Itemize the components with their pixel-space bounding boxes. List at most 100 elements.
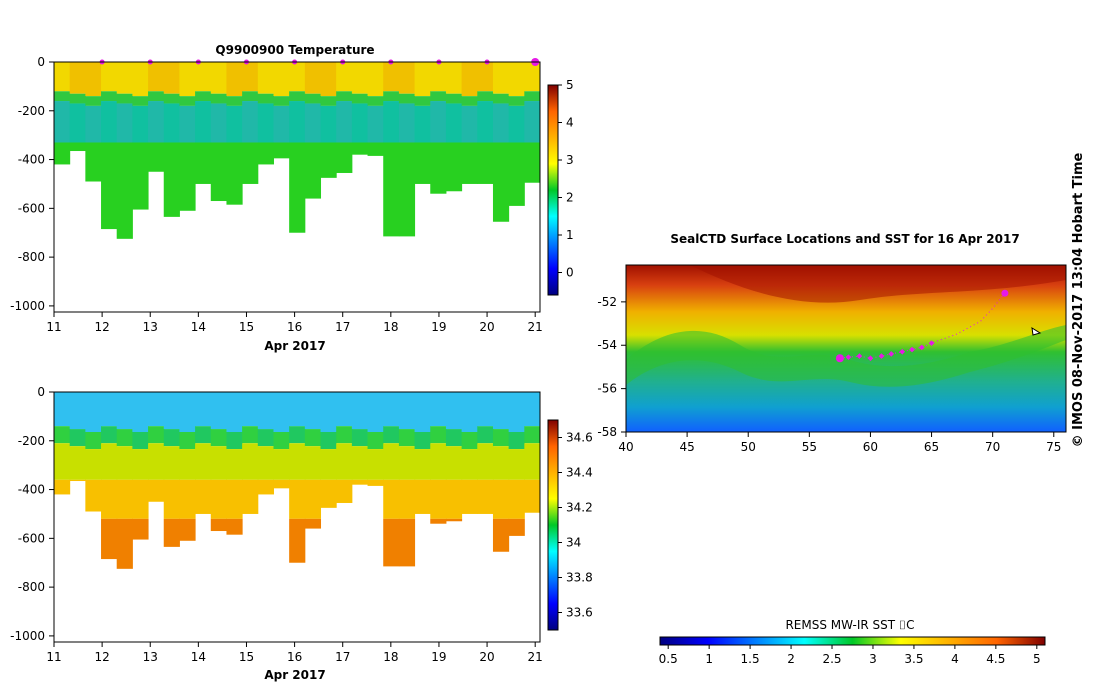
profile-cell [383,443,400,480]
profile-cell [242,91,259,102]
profile-cell [85,449,102,480]
x-tick-label: 16 [287,320,302,334]
profile-cell [69,479,86,482]
profile-cell [398,103,416,143]
profile-cell [226,105,243,143]
profile-cell [69,93,86,104]
profile-cell [116,392,133,430]
track-point [928,340,935,346]
salinity-colorbar [547,419,559,631]
profile-cell [430,142,447,194]
profile-cell [414,432,431,450]
x-tick-label: 17 [335,320,350,334]
profile-cell [195,426,212,444]
profile-cell [508,432,525,450]
profile-cell [116,429,133,447]
profile-cell [195,392,212,427]
lon-tick-label: 65 [924,440,939,454]
profile-cell [289,392,306,427]
salinity-plot-frame [53,391,541,643]
profile-cell [101,443,118,480]
profile-cell [304,429,322,447]
colorbar-tick-label: 34.4 [566,466,593,480]
x-tick-label: 13 [143,650,158,664]
profile-cell [336,479,353,503]
profile-cell [477,91,494,102]
profile-cell [398,429,416,447]
track-point [899,348,906,355]
profile-cell [336,426,353,444]
profile-cell [210,479,227,519]
profile-cell [179,96,196,106]
profile-cell [163,392,180,430]
profile-cell [257,446,274,480]
profile-cell [508,479,525,519]
x-tick-label: 12 [94,650,109,664]
profile-cell [524,392,541,427]
profile-cell [132,479,149,519]
profile-cell [195,142,212,184]
profile-cell [398,93,416,104]
profile-cell [304,446,322,480]
profile-cell [116,62,133,94]
track-point [878,353,885,359]
profile-cell [163,446,180,480]
profile-cell [383,479,400,519]
profile-cell [398,518,416,567]
profile-cell [414,392,431,432]
profile-cell [101,91,118,102]
profile-cell [101,518,118,560]
profile-cell [398,62,416,94]
profile-cell [242,62,259,92]
x-tick-label: 15 [239,320,254,334]
lat-tick-label: -58 [597,425,617,439]
profile-cell [414,62,431,97]
profile-cell [304,142,322,199]
profile-cell [226,62,243,97]
profile-cell [524,101,541,143]
profile-cell [492,429,510,447]
y-tick-label: -1000 [10,299,45,313]
profile-cell [430,91,447,102]
profile-cell [132,449,149,480]
profile-cell [210,103,227,143]
profile-cell [367,142,384,156]
profile-cell [69,103,86,143]
profile-cell [445,518,463,522]
profile-cell [179,479,196,519]
sst-map-panel: SealCTD Surface Locations and SST for 16… [597,232,1067,666]
profile-cell [148,142,165,172]
profile-cell [461,479,478,514]
sst-colorbar-tick-label: 0.5 [659,652,678,666]
salinity-panel: 11 12 13 14 15 16 17 18 19 20 21 0 -200 -400 -600 -800… [10,385,593,682]
profile-cell [461,432,478,450]
track-point [909,346,915,353]
profile-cell [163,103,180,143]
profile-cell [477,101,494,143]
profile-cell [148,426,165,444]
colorbar-tick-label: 0 [566,266,574,280]
profile-cell [414,142,431,184]
profile-cell [257,392,274,430]
sst-colorbar-tick-label: 3 [869,652,877,666]
sst-colorbar-tick-label: 5 [1033,652,1041,666]
sst-warm-band [690,265,1066,303]
profile-cell [69,142,86,152]
profile-cell [257,479,274,495]
profile-cell [461,62,478,97]
profile-cell [383,101,400,143]
profile-cell [116,446,133,480]
sst-colorbar-tick-label: 1 [705,652,713,666]
profile-cell [445,93,463,104]
profile-cell [226,518,243,535]
profile-cell [508,96,525,106]
track-point [918,344,925,351]
profile-cell [398,142,416,237]
profile-cell [445,446,463,480]
colorbar-tick-label: 1 [566,228,574,242]
profile-cell [477,62,494,92]
profile-cell [289,426,306,444]
profile-cell [226,96,243,106]
salinity-y-axis: 0 -200 -400 -600 -800 -1000 [10,385,54,643]
